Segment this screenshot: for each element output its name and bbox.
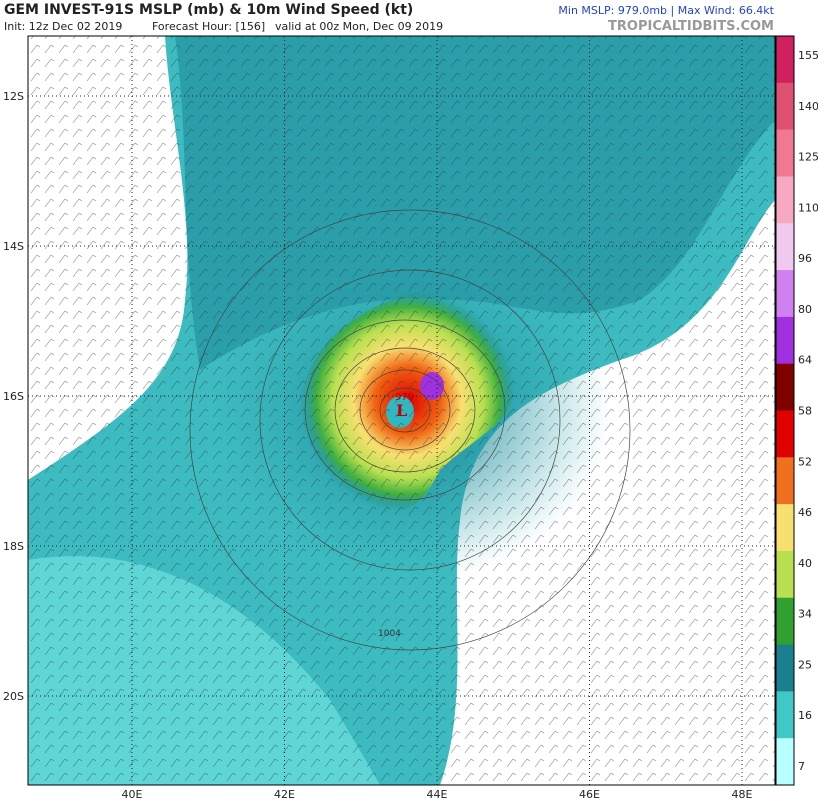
lat-label: 20S xyxy=(3,690,24,703)
colorbar-label: 80 xyxy=(798,303,812,316)
lon-label: 46E xyxy=(579,788,600,800)
colorbar-segment xyxy=(776,363,794,411)
low-pressure-value: 979 xyxy=(395,392,414,403)
low-symbol: L xyxy=(396,401,407,420)
colorbar-label: 46 xyxy=(798,506,812,519)
colorbar-segment xyxy=(776,129,794,177)
colorbar-label: 7 xyxy=(798,760,805,773)
colorbar-segment xyxy=(776,223,794,271)
isobar-label: 1004 xyxy=(378,629,401,639)
colorbar-segment xyxy=(776,82,794,131)
colorbar-segment xyxy=(776,644,794,692)
colorbar-label: 34 xyxy=(798,608,812,621)
colorbar-label: 155 xyxy=(798,49,818,62)
colorbar-label: 16 xyxy=(798,709,812,722)
colorbar-label: 96 xyxy=(798,252,812,265)
valid-time: valid at 00z Mon, Dec 09 2019 xyxy=(275,20,443,33)
colorbar-segment xyxy=(776,176,794,224)
colorbar-segment xyxy=(776,410,794,458)
colorbar: 155 140 125 110 96 80 64 58 52 46 40 34 25 16 7 xyxy=(775,35,818,786)
lon-label: 44E xyxy=(427,788,448,800)
colorbar-label: 52 xyxy=(798,455,812,468)
colorbar-segment xyxy=(776,691,794,739)
lat-label: 12S xyxy=(3,90,24,103)
colorbar-label: 40 xyxy=(798,557,812,570)
lon-label: 40E xyxy=(122,788,143,800)
lon-label: 48E xyxy=(732,788,753,800)
colorbar-label: 58 xyxy=(798,405,812,418)
colorbar-segment xyxy=(776,738,794,786)
wind-barbs xyxy=(28,36,775,785)
map-frame xyxy=(27,35,776,786)
colorbar-segment xyxy=(776,270,794,318)
colorbar-label: 110 xyxy=(798,201,818,214)
colorbar-segment xyxy=(776,504,794,552)
colorbar-segment xyxy=(776,550,794,599)
colorbar-label: 140 xyxy=(798,100,818,113)
lat-label: 16S xyxy=(3,390,24,403)
init: Init: 12z Dec 02 2019 xyxy=(4,20,122,33)
title: GEM INVEST-91S MSLP (mb) & 10m Wind Spee… xyxy=(4,2,413,18)
lon-label: 42E xyxy=(274,788,295,800)
stats: Min MSLP: 979.0mb | Max Wind: 66.4kt xyxy=(558,4,774,17)
credit: TROPICALTIDBITS.COM xyxy=(608,19,774,34)
colorbar-label: 25 xyxy=(798,658,812,671)
colorbar-frame xyxy=(775,35,795,786)
map-area xyxy=(28,36,775,785)
colorbar-segment xyxy=(776,36,794,84)
forecast-hour: Forecast Hour: [156] xyxy=(152,20,265,33)
colorbar-label: 125 xyxy=(798,151,818,164)
isobars xyxy=(189,209,631,651)
colorbar-segment xyxy=(776,597,794,646)
colorbar-segment xyxy=(776,457,794,505)
lat-label: 14S xyxy=(3,240,24,253)
graticule xyxy=(28,36,775,785)
lat-label: 18S xyxy=(3,540,24,553)
colorbar-label: 64 xyxy=(798,354,812,367)
colorbar-segment xyxy=(776,316,794,365)
